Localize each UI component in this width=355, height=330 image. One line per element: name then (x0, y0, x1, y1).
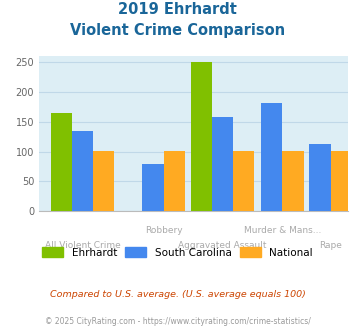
Text: Murder & Mans...: Murder & Mans... (244, 226, 321, 235)
Text: Violent Crime Comparison: Violent Crime Comparison (70, 23, 285, 38)
Bar (261, 103, 282, 211)
Bar (191, 62, 212, 211)
Text: 2019 Ehrhardt: 2019 Ehrhardt (118, 2, 237, 16)
Bar (51, 113, 72, 211)
Bar (93, 151, 114, 211)
Bar (212, 117, 233, 211)
Bar (331, 151, 352, 211)
Legend: Ehrhardt, South Carolina, National: Ehrhardt, South Carolina, National (38, 243, 317, 262)
Text: Rape: Rape (319, 241, 342, 250)
Text: Compared to U.S. average. (U.S. average equals 100): Compared to U.S. average. (U.S. average … (50, 290, 305, 299)
Bar (282, 151, 304, 211)
Text: Aggravated Assault: Aggravated Assault (178, 241, 267, 250)
Bar (233, 151, 254, 211)
Bar (72, 131, 93, 211)
Bar (164, 151, 185, 211)
Text: © 2025 CityRating.com - https://www.cityrating.com/crime-statistics/: © 2025 CityRating.com - https://www.city… (45, 317, 310, 326)
Bar (142, 164, 164, 211)
Text: All Violent Crime: All Violent Crime (45, 241, 120, 250)
Bar (309, 144, 331, 211)
Text: Robbery: Robbery (145, 226, 182, 235)
